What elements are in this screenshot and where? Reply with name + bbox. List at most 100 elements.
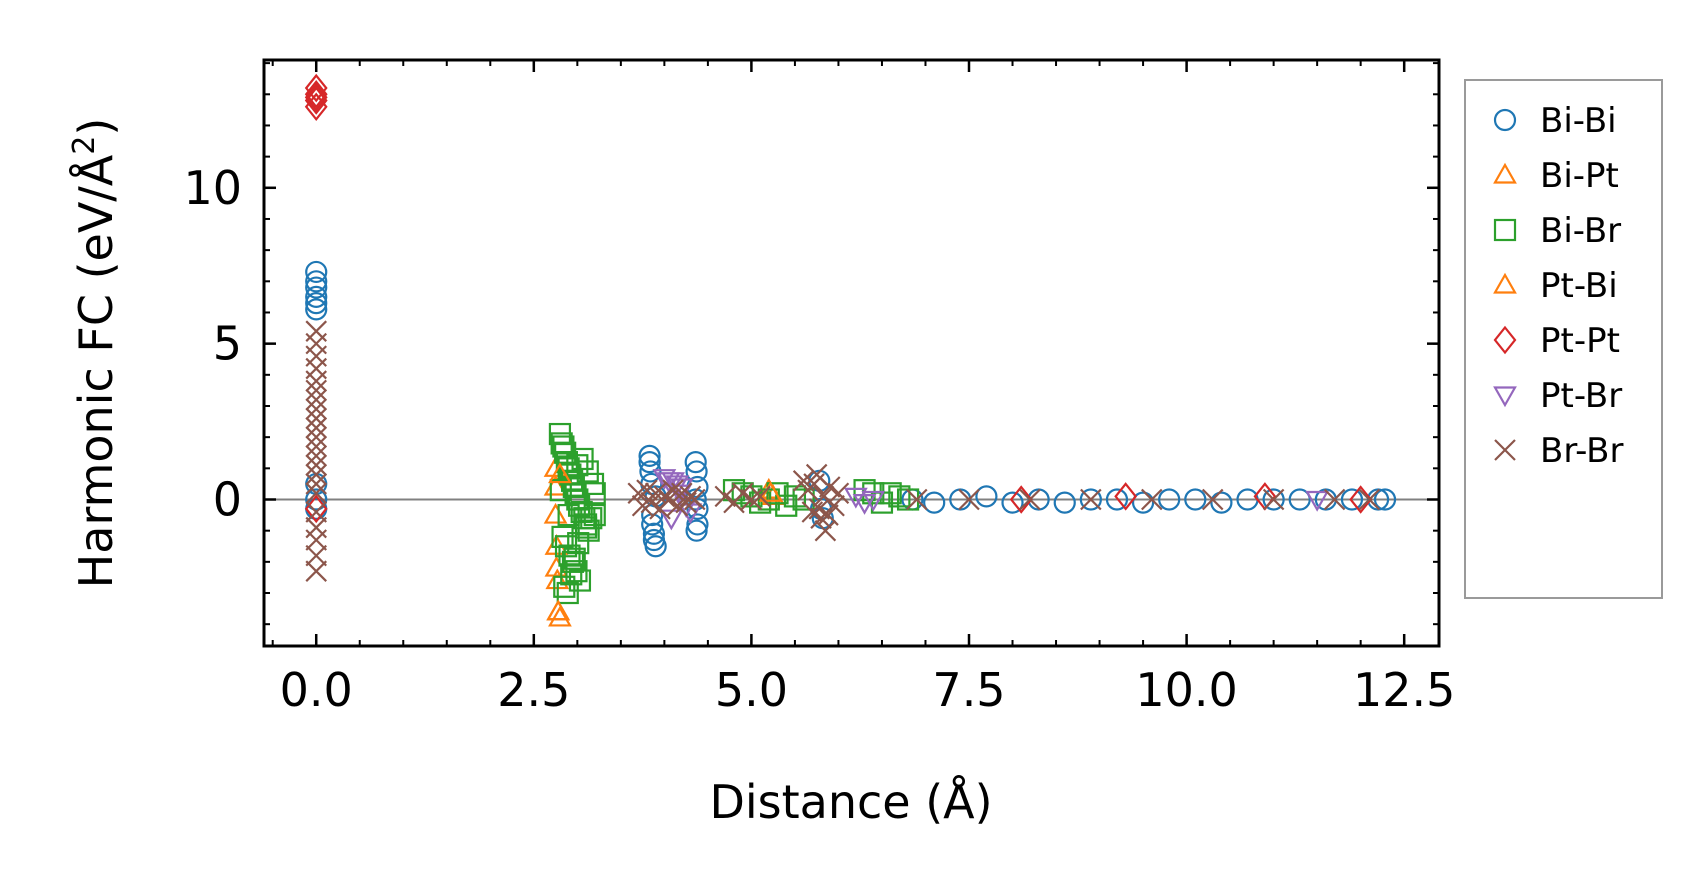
point-br-br [305,435,327,458]
point-bi-bi [305,270,328,293]
legend-label-pt-bi: Pt-Bi [1540,266,1618,306]
point-br-br [731,482,754,505]
point-br-br [1080,488,1102,511]
point-bi-bi [1131,491,1155,514]
point-bi-br [558,544,581,567]
legend-marker-pt-br [1493,386,1517,408]
point-bi-pt [543,502,568,524]
series-layer [304,73,1397,627]
point-bi-br [783,485,807,508]
y-tick-label: 0 [213,473,242,527]
legend-marker-bi-pt [1493,162,1517,184]
x-tick-label: 5.0 [715,663,788,717]
point-br-br [305,529,327,551]
point-bi-bi [638,450,661,474]
point-bi-bi [305,285,328,308]
point-br-br [305,417,327,439]
point-bi-br [560,563,583,586]
point-pt-pt [304,80,328,109]
legend-marker-pt-bi [1493,272,1517,294]
point-br-br [817,504,839,526]
point-bi-br [563,547,586,570]
point-pt-pt [1114,482,1138,511]
legend-label-pt-br: Pt-Br [1540,376,1622,416]
point-br-br [305,388,327,411]
point-bi-bi [1262,488,1285,511]
legend-frame [1464,79,1663,599]
point-bi-bi [638,444,661,467]
point-bi-bi [305,298,328,321]
x-tick-label: 12.5 [1353,663,1455,717]
series-br-br [305,320,1381,582]
point-bi-bi [1001,491,1024,514]
point-bi-bi [644,535,667,558]
y-axis-label-main: Harmonic FC (eV/Å [69,154,123,588]
point-bi-bi [639,460,662,483]
legend-label-br-br: Br-Br [1540,431,1624,471]
point-br-br [812,485,835,508]
y-tick-label: 10 [183,161,242,215]
point-bi-br [567,532,590,555]
point-bi-pt [548,605,572,627]
point-bi-br [552,435,575,458]
x-tick-label: 10.0 [1135,663,1237,717]
legend-label-bi-bi: Bi-Bi [1540,101,1617,141]
legend-label-bi-br: Bi-Br [1540,211,1621,251]
point-br-br [305,560,327,582]
point-br-br [958,488,980,511]
x-tick-label: 7.5 [932,663,1005,717]
point-bi-bi [975,485,998,508]
point-bi-bi [1158,488,1181,511]
point-bi-bi [684,450,707,474]
legend-marker-bi-bi [1493,108,1517,132]
y-axis-label: Harmonic FC (eV/Å2) [67,118,123,589]
point-bi-bi [1288,488,1311,511]
point-bi-bi [1373,488,1397,511]
plot-area [262,58,1441,648]
point-br-br [305,379,327,402]
point-br-br [803,473,825,495]
point-pt-pt [1349,485,1373,514]
x-tick-label: 2.5 [497,663,570,717]
point-br-br [305,473,327,495]
point-bi-bi [1340,488,1364,511]
point-bi-bi [1210,491,1233,514]
point-bi-bi [305,488,328,511]
x-axis-label: Distance (Å) [709,775,992,829]
plot-background [264,60,1439,646]
point-bi-bi [685,460,708,483]
point-pt-br [843,487,868,509]
point-bi-br [568,569,592,592]
legend-marker-bi-br [1493,218,1517,242]
point-bi-br [853,479,876,502]
point-bi-bi [305,260,328,284]
point-bi-bi [305,276,328,299]
point-br-br [1323,488,1346,511]
point-br-br [305,426,327,448]
point-bi-bi [642,522,666,545]
point-br-br [1262,488,1285,511]
point-br-br [827,482,850,505]
point-pt-br [861,490,886,512]
point-pt-br [661,472,685,494]
point-bi-bi [684,488,707,511]
legend-label-bi-pt: Bi-Pt [1540,156,1619,196]
point-bi-br [549,479,572,502]
point-bi-br [553,575,576,598]
point-br-br [305,445,327,467]
point-bi-br [566,454,589,477]
point-br-br [1201,488,1224,511]
legend-label-pt-pt: Pt-Pt [1540,321,1620,361]
point-bi-bi [305,292,328,315]
point-bi-bi [685,519,708,542]
point-bi-bi [1105,488,1129,511]
point-bi-br [792,488,815,511]
point-pt-bi [546,599,571,621]
point-br-br [714,485,737,508]
x-tick-label: 0.0 [280,663,353,717]
point-br-br [906,488,928,511]
point-br-br [305,370,327,392]
point-bi-bi [923,491,946,514]
legend-marker-pt-pt [1493,325,1517,355]
